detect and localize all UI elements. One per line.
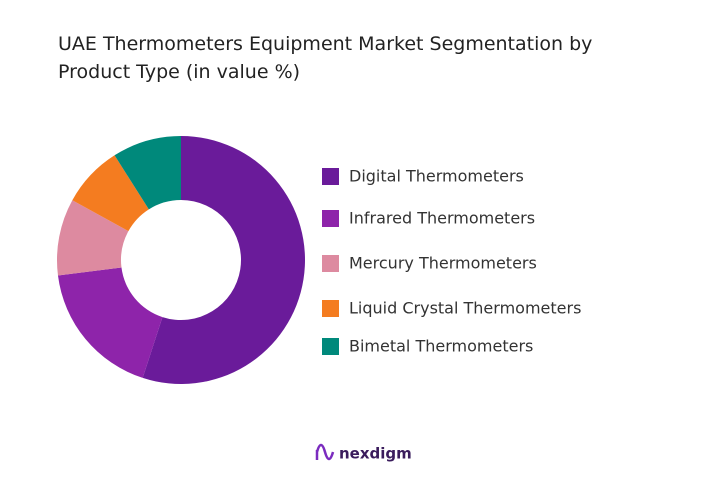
donut-slice [57,267,163,378]
legend-label: Liquid Crystal Thermometers [349,299,581,318]
donut-slice [142,136,306,384]
legend-swatch [322,255,339,272]
legend-swatch [322,168,339,185]
legend-label: Infrared Thermometers [349,209,535,228]
donut-slice [114,136,181,210]
legend-label: Bimetal Thermometers [349,337,533,356]
brand-logo [315,443,335,461]
brand-name: nexdigm [339,445,412,463]
legend-swatch [322,210,339,227]
legend-swatch [322,300,339,317]
chart-title: UAE Thermometers Equipment Market Segmen… [58,33,593,83]
donut-slice [72,155,149,232]
legend-label: Digital Thermometers [349,167,524,186]
legend-swatch [322,338,339,355]
donut-slice [57,200,129,276]
legend-label: Mercury Thermometers [349,254,537,273]
